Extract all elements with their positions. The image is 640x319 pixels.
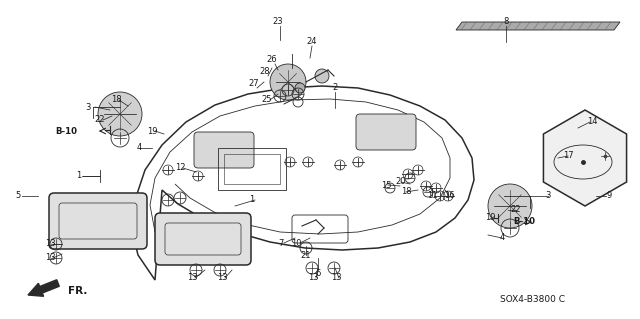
FancyArrow shape (28, 280, 60, 296)
Text: 8: 8 (503, 18, 509, 26)
Text: 1: 1 (76, 172, 82, 181)
Circle shape (488, 184, 532, 228)
Bar (224, 154, 280, 184)
Text: 15: 15 (381, 181, 391, 189)
Text: 9: 9 (606, 191, 612, 201)
Text: 12: 12 (175, 164, 185, 173)
Circle shape (98, 92, 142, 136)
Text: B-10: B-10 (513, 218, 535, 226)
Text: 19: 19 (147, 127, 157, 136)
Text: 11: 11 (427, 191, 437, 201)
Text: 20: 20 (396, 177, 406, 187)
Text: 19: 19 (484, 213, 495, 222)
Text: 13: 13 (331, 273, 341, 283)
Text: SOX4-B3800 C: SOX4-B3800 C (500, 295, 565, 305)
Circle shape (270, 64, 306, 100)
Text: 21: 21 (301, 250, 311, 259)
Text: 13: 13 (308, 273, 318, 283)
Text: 27: 27 (249, 79, 259, 88)
Text: 6: 6 (316, 269, 321, 278)
Text: 22: 22 (95, 115, 105, 124)
Text: 13: 13 (45, 254, 55, 263)
FancyBboxPatch shape (49, 193, 147, 249)
Text: 13: 13 (217, 273, 227, 283)
Text: 5: 5 (15, 191, 20, 201)
Text: 13: 13 (187, 273, 197, 283)
FancyBboxPatch shape (194, 132, 254, 168)
Text: 3: 3 (545, 191, 550, 201)
Text: 13: 13 (45, 240, 55, 249)
Text: 26: 26 (267, 56, 277, 64)
Text: 23: 23 (273, 18, 284, 26)
Text: 16: 16 (444, 191, 454, 201)
Text: 4: 4 (136, 144, 141, 152)
Text: 17: 17 (563, 152, 573, 160)
Text: 7: 7 (278, 239, 284, 248)
Text: 24: 24 (307, 38, 317, 47)
Text: B-10: B-10 (55, 127, 77, 136)
Text: 18: 18 (401, 188, 412, 197)
Text: 18: 18 (111, 95, 122, 105)
Text: 10: 10 (291, 239, 301, 248)
Text: 4: 4 (499, 234, 504, 242)
Polygon shape (543, 110, 627, 206)
Text: 25: 25 (262, 95, 272, 105)
Text: 28: 28 (260, 68, 270, 77)
Circle shape (295, 83, 305, 93)
Circle shape (315, 69, 329, 83)
Text: FR.: FR. (68, 286, 88, 296)
Text: 1: 1 (250, 196, 255, 204)
Text: 14: 14 (587, 117, 597, 127)
Bar (218, 148, 286, 190)
FancyBboxPatch shape (155, 213, 251, 265)
Polygon shape (456, 22, 620, 30)
FancyBboxPatch shape (356, 114, 416, 150)
Text: 22: 22 (511, 205, 521, 214)
Text: 3: 3 (85, 102, 91, 112)
Text: 2: 2 (332, 84, 338, 93)
